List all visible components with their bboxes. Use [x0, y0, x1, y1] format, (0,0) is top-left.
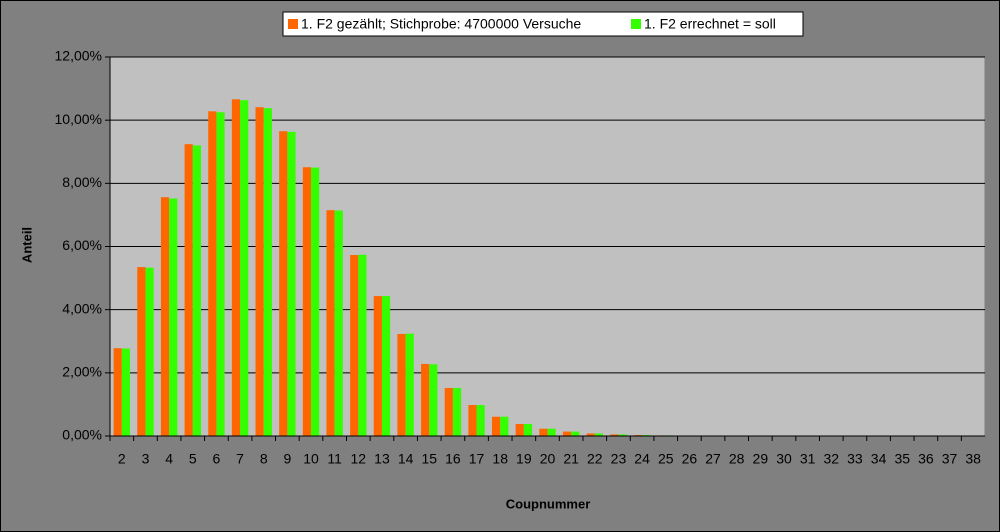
x-tick-label: 15 — [421, 451, 437, 467]
bar — [397, 333, 406, 436]
bar — [334, 210, 343, 436]
x-tick-label: 8 — [260, 451, 268, 467]
bar — [515, 423, 524, 436]
bar — [358, 254, 367, 436]
bar — [160, 197, 170, 436]
x-tick-label: 30 — [776, 451, 792, 467]
bar — [326, 210, 335, 436]
bar — [421, 363, 430, 436]
bar — [240, 100, 249, 436]
x-tick-label: 4 — [165, 451, 173, 467]
x-tick-label: 33 — [847, 451, 863, 467]
bar — [311, 167, 320, 436]
bar — [594, 433, 603, 436]
x-tick-label: 3 — [142, 451, 150, 467]
bar — [184, 144, 193, 437]
x-tick-label: 14 — [398, 451, 414, 467]
bar — [192, 145, 201, 436]
bar — [610, 434, 619, 436]
bar — [586, 433, 595, 436]
bar — [452, 387, 462, 436]
bar — [302, 167, 312, 436]
legend-label: 1. F2 gezählt; Stichprobe: 4700000 Versu… — [301, 16, 581, 32]
y-tick-label: 2,00% — [62, 364, 102, 380]
bar — [444, 387, 453, 436]
x-tick-label: 35 — [894, 451, 910, 467]
x-tick-label: 13 — [374, 451, 390, 467]
x-tick-label: 2 — [118, 451, 126, 467]
x-tick-label: 17 — [469, 451, 485, 467]
x-tick-label: 32 — [823, 451, 839, 467]
x-tick-label: 12 — [351, 451, 367, 467]
x-tick-label: 34 — [871, 451, 887, 467]
bar — [618, 434, 627, 436]
x-tick-label: 38 — [965, 451, 981, 467]
x-tick-label: 29 — [753, 451, 769, 467]
bar — [405, 333, 414, 436]
x-tick-label: 36 — [918, 451, 934, 467]
x-tick-label: 11 — [327, 451, 342, 467]
y-tick-label: 10,00% — [55, 111, 102, 127]
x-tick-label: 27 — [705, 451, 721, 467]
legend-swatch — [631, 19, 641, 29]
x-tick-label: 31 — [800, 451, 816, 467]
legend-swatch — [288, 19, 298, 29]
y-tick-label: 4,00% — [62, 300, 102, 316]
x-tick-label: 5 — [189, 451, 197, 467]
x-tick-label: 10 — [303, 451, 319, 467]
y-tick-label: 0,00% — [62, 427, 102, 443]
y-tick-label: 12,00% — [55, 48, 102, 64]
bar — [121, 348, 131, 436]
x-tick-label: 26 — [682, 451, 698, 467]
x-tick-label: 28 — [729, 451, 745, 467]
x-tick-label: 21 — [563, 451, 579, 467]
x-tick-label: 37 — [942, 451, 958, 467]
x-tick-label: 7 — [236, 451, 244, 467]
bar — [429, 364, 438, 436]
bar — [571, 431, 580, 436]
bar — [279, 131, 288, 437]
bar — [381, 296, 391, 436]
bar — [523, 423, 533, 436]
bar — [208, 111, 217, 436]
y-tick-label: 6,00% — [62, 237, 102, 253]
bar — [547, 428, 556, 436]
legend — [282, 11, 804, 37]
legend-label: 1. F2 errechnet = soll — [644, 16, 776, 32]
x-tick-label: 22 — [587, 451, 603, 467]
x-tick-label: 19 — [516, 451, 532, 467]
bar — [287, 131, 296, 437]
x-tick-label: 9 — [283, 451, 291, 467]
x-tick-label: 24 — [634, 451, 650, 467]
bar — [216, 112, 225, 436]
y-tick-label: 8,00% — [62, 174, 102, 190]
bar — [231, 99, 241, 437]
x-tick-label: 16 — [445, 451, 461, 467]
x-tick-label: 18 — [492, 451, 508, 467]
bar — [373, 296, 382, 436]
x-tick-label: 25 — [658, 451, 674, 467]
y-axis-label: Anteil — [19, 227, 34, 263]
bar — [492, 416, 501, 436]
bar — [145, 267, 154, 436]
x-tick-label: 20 — [540, 451, 556, 467]
bar — [137, 267, 146, 436]
bar — [169, 198, 178, 436]
bar — [468, 405, 477, 436]
x-tick-label: 6 — [213, 451, 221, 467]
x-tick-label: 23 — [611, 451, 627, 467]
bar — [476, 405, 485, 436]
bar — [562, 431, 572, 436]
bar — [263, 108, 272, 436]
bar — [113, 348, 122, 436]
bar — [255, 107, 264, 436]
x-axis-label: Coupnummer — [506, 496, 591, 511]
bar — [500, 416, 509, 436]
bar — [539, 428, 548, 436]
bar — [350, 255, 359, 436]
